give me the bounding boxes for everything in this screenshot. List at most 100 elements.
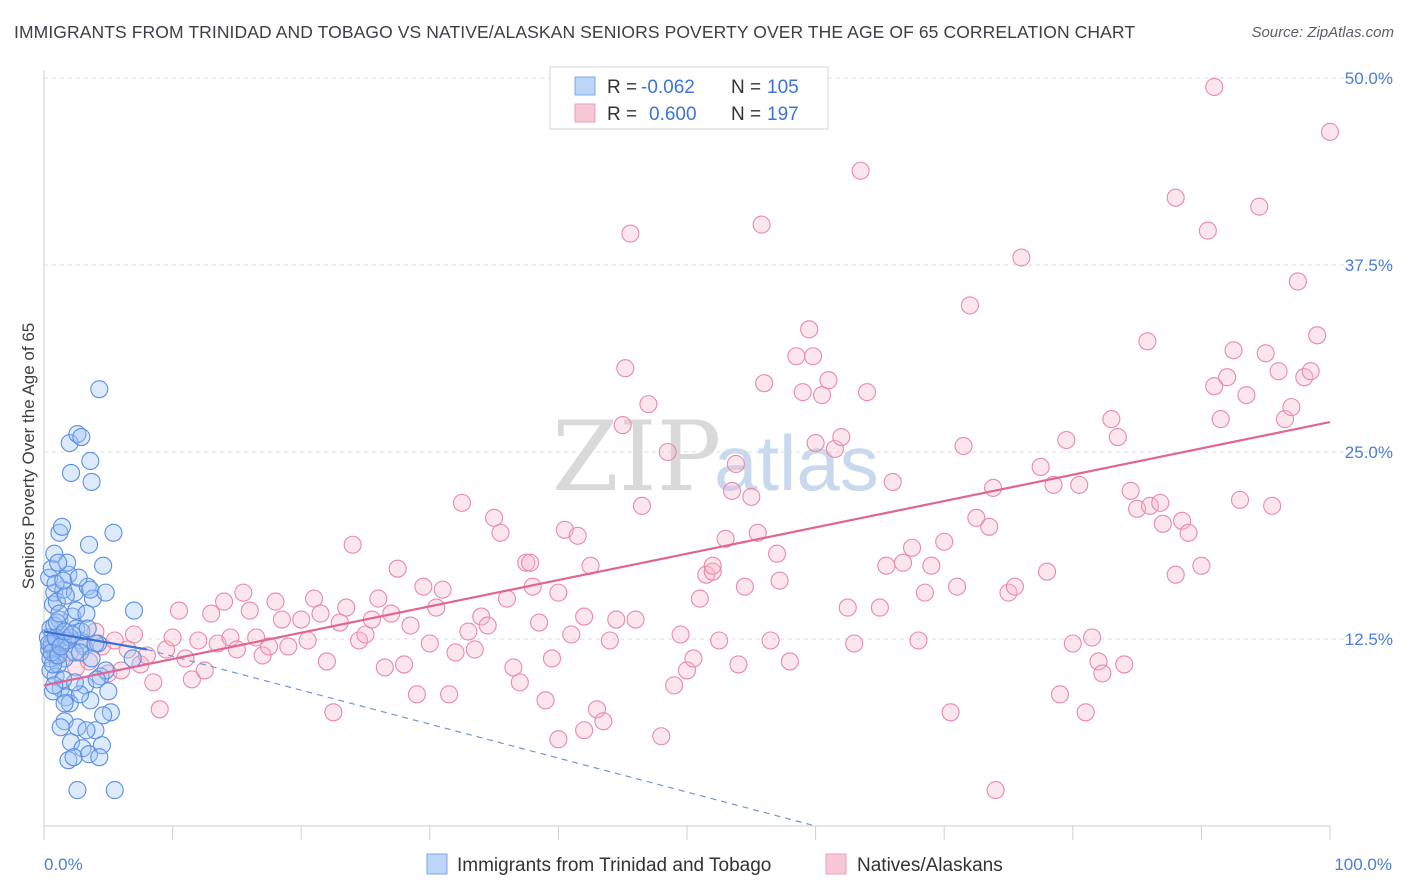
point-natives-alaskans (292, 610, 311, 629)
point-natives-alaskans (169, 601, 189, 620)
point-natives-alaskans (710, 631, 729, 650)
point-natives-alaskans (812, 386, 832, 405)
x-tick-label-min: 0.0% (44, 855, 83, 874)
point-natives-alaskans (549, 583, 568, 602)
point-natives-alaskans (1308, 326, 1327, 345)
point-natives-alaskans (626, 610, 645, 629)
point-natives-alaskans (1083, 628, 1102, 647)
point-trinidad-tobago (78, 619, 97, 638)
point-natives-alaskans (491, 523, 510, 542)
point-trinidad-tobago (124, 601, 144, 620)
point-natives-alaskans (883, 472, 902, 491)
y-tick-label: 50.0% (1345, 69, 1393, 88)
bottom-legend-label-1: Immigrants from Trinidad and Tobago (457, 855, 771, 876)
point-trinidad-tobago (94, 706, 113, 725)
point-natives-alaskans (1263, 496, 1282, 515)
point-natives-alaskans (748, 523, 767, 542)
point-natives-alaskans (305, 589, 324, 608)
point-natives-alaskans (984, 478, 1003, 497)
y-tick-label: 25.0% (1345, 443, 1393, 462)
point-trinidad-tobago (79, 745, 99, 764)
point-trinidad-tobago (50, 604, 69, 623)
trend-lines (43, 421, 1331, 827)
point-natives-alaskans (1063, 634, 1082, 653)
point-natives-alaskans (1230, 490, 1250, 509)
point-trinidad-tobago (82, 649, 101, 668)
point-natives-alaskans (761, 631, 780, 650)
point-natives-alaskans (960, 296, 979, 315)
point-natives-alaskans (1093, 664, 1112, 683)
point-natives-alaskans (530, 613, 549, 632)
point-natives-alaskans (1076, 703, 1095, 722)
point-natives-alaskans (1269, 362, 1288, 381)
point-natives-alaskans (240, 601, 259, 620)
legend-n-label-1: N = (731, 77, 761, 98)
legend-swatch-blue (574, 76, 596, 96)
point-natives-alaskans (941, 703, 960, 722)
point-natives-alaskans (440, 685, 459, 704)
point-natives-alaskans (452, 493, 472, 512)
point-natives-alaskans (806, 433, 825, 453)
point-trinidad-tobago (55, 694, 74, 713)
point-trinidad-tobago (104, 523, 123, 542)
point-natives-alaskans (1050, 685, 1069, 704)
watermark-zip: ZIP (552, 401, 721, 513)
trend-line-trinidad-dashed (146, 648, 816, 827)
point-natives-alaskans (214, 592, 234, 611)
point-natives-alaskans (356, 625, 375, 644)
point-natives-alaskans (1320, 122, 1340, 141)
point-natives-alaskans (1179, 523, 1198, 542)
point-natives-alaskans (575, 721, 594, 740)
point-trinidad-tobago (90, 748, 109, 767)
legend-r-value-2: 0.600 (649, 104, 697, 125)
point-natives-alaskans (343, 535, 362, 554)
point-natives-alaskans (851, 161, 870, 180)
point-natives-alaskans (549, 730, 568, 749)
point-natives-alaskans (401, 616, 420, 635)
point-natives-alaskans (652, 727, 671, 746)
point-trinidad-tobago (99, 682, 118, 701)
point-natives-alaskans (616, 359, 635, 378)
point-natives-alaskans (568, 526, 587, 545)
point-natives-alaskans (1166, 188, 1185, 207)
point-trinidad-tobago (96, 583, 115, 602)
point-natives-alaskans (478, 616, 497, 635)
point-trinidad-tobago (69, 568, 88, 587)
point-natives-alaskans (793, 383, 812, 402)
chart-title: IMMIGRANTS FROM TRINIDAD AND TOBAGO VS N… (14, 22, 1136, 42)
point-natives-alaskans (832, 427, 851, 447)
point-natives-alaskans (414, 577, 433, 596)
point-natives-alaskans (632, 496, 652, 515)
point-natives-alaskans (1031, 457, 1050, 477)
point-natives-alaskans (324, 703, 343, 722)
point-natives-alaskans (803, 347, 823, 366)
point-natives-alaskans (893, 553, 913, 572)
watermark: ZIP atlas (552, 401, 879, 513)
point-trinidad-tobago (59, 751, 78, 770)
point-natives-alaskans (542, 649, 562, 668)
x-tick-label-max: 100.0% (1334, 855, 1392, 874)
point-natives-alaskans (521, 553, 540, 572)
point-natives-alaskans (388, 559, 407, 578)
bottom-legend-swatch-blue (426, 853, 448, 875)
point-trinidad-tobago (68, 781, 87, 800)
point-trinidad-tobago (61, 463, 81, 482)
point-natives-alaskans (1108, 427, 1127, 447)
point-trinidad-tobago (77, 721, 96, 740)
point-natives-alaskans (259, 637, 279, 656)
point-natives-alaskans (684, 649, 703, 668)
point-natives-alaskans (857, 383, 877, 402)
point-natives-alaskans (767, 544, 787, 563)
legend-r-label-2: R = (607, 104, 637, 125)
point-natives-alaskans (407, 685, 426, 704)
point-natives-alaskans (298, 631, 317, 650)
x-tick-labels: 0.0% 100.0% (44, 855, 1392, 874)
point-natives-alaskans (124, 625, 144, 644)
point-natives-alaskans (600, 631, 619, 650)
point-natives-alaskans (1151, 493, 1170, 512)
point-natives-alaskans (703, 562, 722, 581)
grid-lines (44, 77, 1392, 640)
point-natives-alaskans (369, 589, 388, 608)
point-natives-alaskans (1211, 410, 1230, 429)
point-natives-alaskans (485, 508, 504, 527)
